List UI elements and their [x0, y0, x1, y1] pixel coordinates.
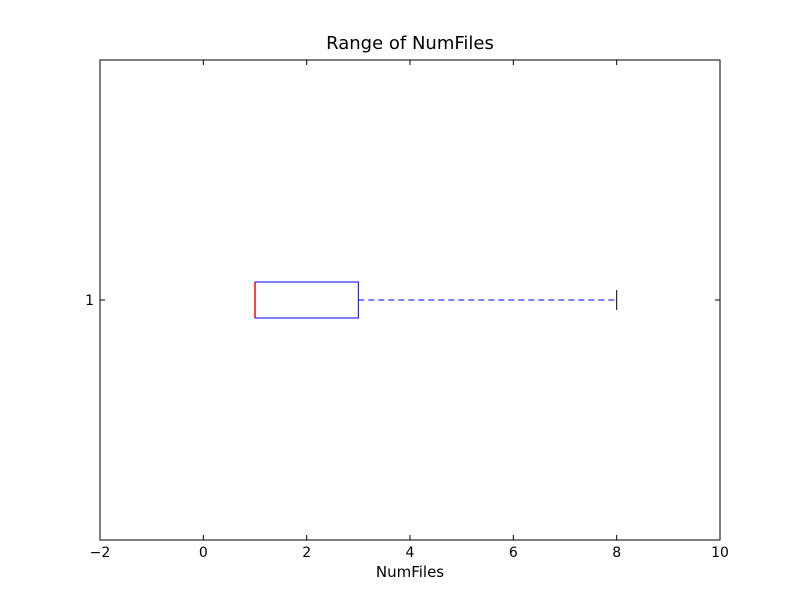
x-tick-label: 6 [509, 545, 518, 561]
x-tick-label: 10 [711, 545, 729, 561]
plot-area: −2 0 2 4 6 8 10 1 [85, 59, 729, 561]
iqr-box [254, 281, 359, 319]
x-tick-label: 0 [199, 545, 208, 561]
x-tick-label: 2 [302, 545, 311, 561]
x-axis-title: NumFiles [376, 563, 444, 581]
x-tick-label: −2 [90, 545, 111, 561]
y-tick-label: 1 [85, 293, 94, 309]
x-tick-label: 4 [406, 545, 415, 561]
chart-title: Range of NumFiles [326, 33, 494, 54]
x-tick-label: 8 [612, 545, 621, 561]
